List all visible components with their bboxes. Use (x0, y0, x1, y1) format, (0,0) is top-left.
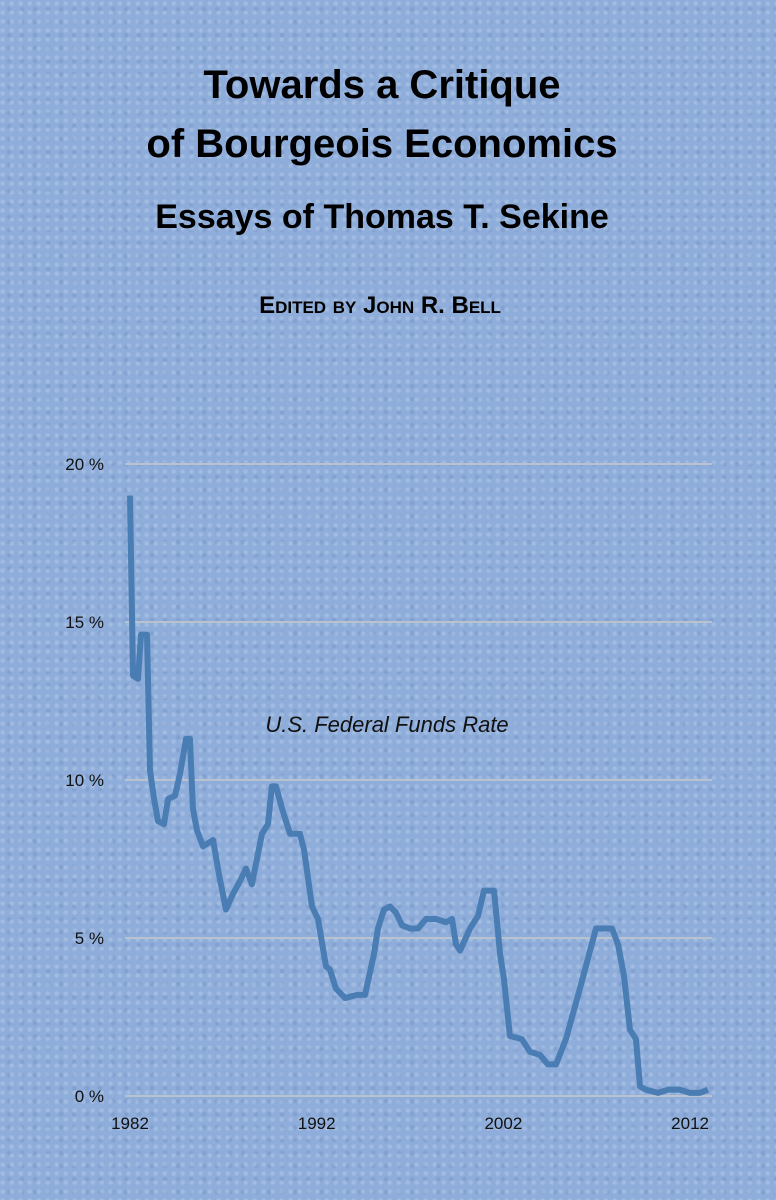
x-tick-label: 2012 (671, 1114, 709, 1133)
title-line: of Bourgeois Economics (146, 122, 617, 166)
y-tick-label: 10 % (65, 771, 104, 790)
x-tick-label: 1992 (298, 1114, 336, 1133)
x-tick-label: 2002 (484, 1114, 522, 1133)
y-tick-label: 5 % (75, 929, 104, 948)
data-line (127, 495, 710, 1096)
title-line: Towards a Critique (203, 63, 560, 107)
y-tick-label: 20 % (65, 455, 104, 474)
subtitle: Essays of Thomas T. Sekine (155, 198, 609, 236)
y-tick-label: 0 % (75, 1087, 104, 1106)
editor: Edited by John R. Bell (259, 292, 501, 319)
y-tick-label: 15 % (65, 613, 104, 632)
x-tick-label: 1982 (111, 1114, 149, 1133)
annotation: U.S. Federal Funds Rate (265, 712, 508, 737)
